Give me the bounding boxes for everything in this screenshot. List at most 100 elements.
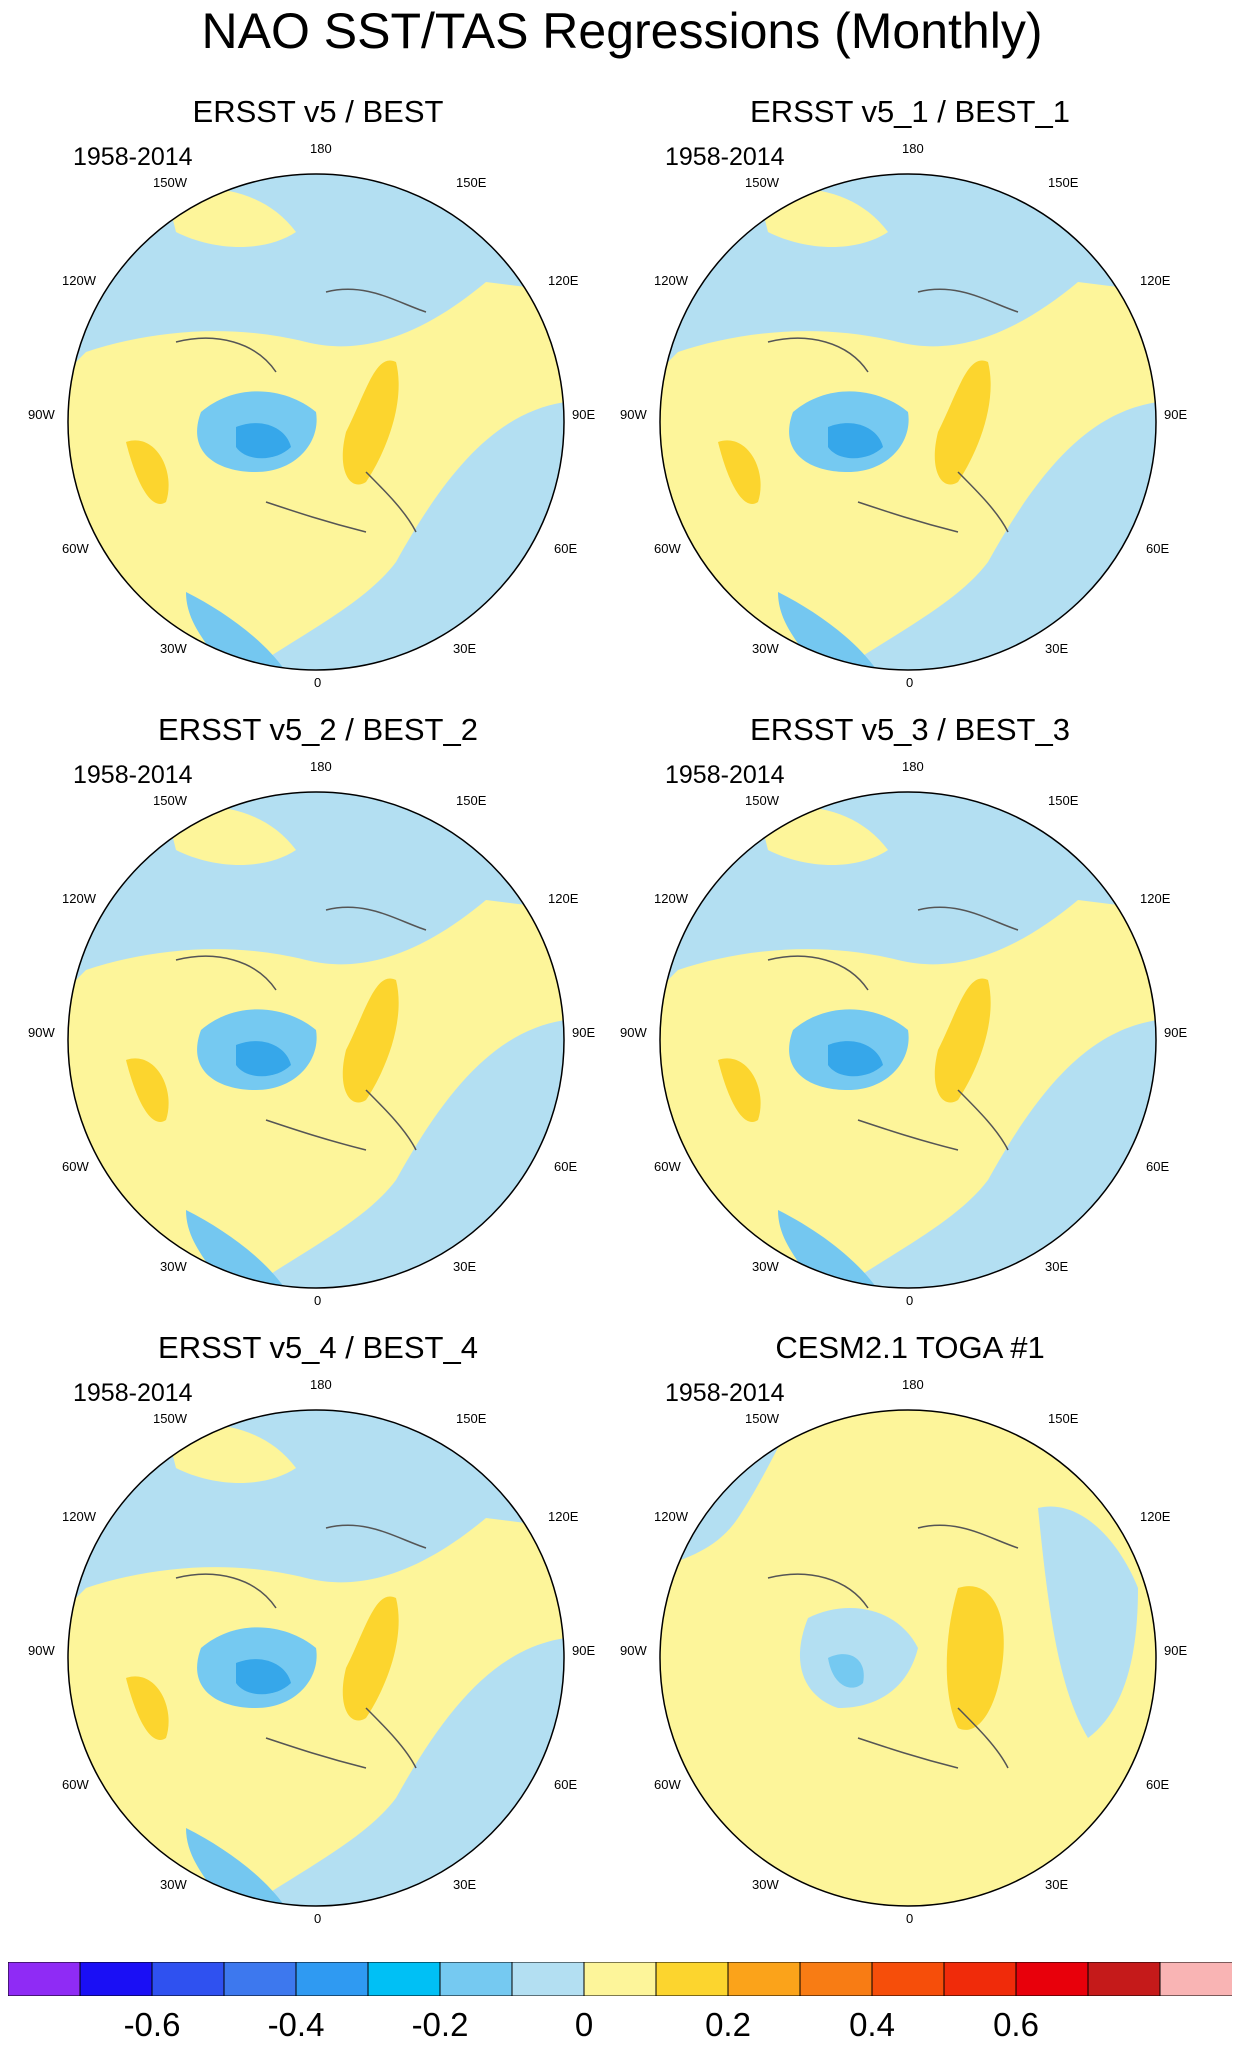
lon-label-150w: 150W <box>745 1411 779 1426</box>
colorbar-tick-label: -0.6 <box>123 2006 181 2043</box>
lon-label-90e: 90E <box>1164 1025 1188 1040</box>
lon-label-120e: 120E <box>548 891 579 906</box>
colorbar <box>8 1962 1232 1996</box>
warm-anomaly-region <box>126 440 169 504</box>
lon-label-30e: 30E <box>1045 1259 1069 1274</box>
warm-anomaly-region <box>934 978 991 1103</box>
lon-label-60e: 60E <box>554 541 578 556</box>
lon-label-120e: 120E <box>1140 891 1171 906</box>
lon-label-150e: 150E <box>1048 1411 1079 1426</box>
lon-label-0: 0 <box>314 675 322 690</box>
warm-anomaly-region <box>342 978 399 1103</box>
panel-title: ERSST v5_1 / BEST_1 <box>750 94 1070 129</box>
lon-label-0: 0 <box>906 1911 914 1926</box>
lon-label-30w: 30W <box>160 1877 187 1892</box>
coastline <box>767 288 1019 533</box>
map-panel-5: ERSST v5_4 / BEST_4 1958-2014 180 150W 1… <box>28 1328 598 1928</box>
colorbar-segment <box>871 1962 945 1996</box>
map-border <box>659 173 1157 671</box>
panel-title: ERSST v5_2 / BEST_2 <box>158 712 478 747</box>
lon-label-150e: 150E <box>456 1411 487 1426</box>
warm-anomaly-region <box>934 360 991 485</box>
colorbar-tick-label: 0.2 <box>705 2006 751 2043</box>
lon-label-60e: 60E <box>1146 1159 1170 1174</box>
positive-anomaly-region <box>68 1518 564 1906</box>
colorbar-segment <box>727 1962 801 1996</box>
warm-anomaly-region <box>946 1586 1004 1730</box>
lon-label-0: 0 <box>906 675 914 690</box>
colorbar-segment <box>1015 1962 1089 1996</box>
lon-label-150e: 150E <box>456 175 487 190</box>
map-border <box>67 791 565 1289</box>
lon-label-30w: 30W <box>160 1259 187 1274</box>
panel-title: ERSST v5_4 / BEST_4 <box>158 1330 478 1365</box>
panel-title: ERSST v5 / BEST <box>192 94 444 129</box>
warm-anomaly-region <box>126 1676 169 1740</box>
lon-label-90w: 90W <box>620 407 647 422</box>
negative-anomaly-region <box>236 1659 291 1695</box>
lon-label-120w: 120W <box>62 891 96 906</box>
lon-label-120e: 120E <box>548 273 579 288</box>
map-border <box>67 1409 565 1907</box>
coastline <box>175 288 427 533</box>
positive-anomaly-region <box>68 900 564 1288</box>
map-panel-3: ERSST v5_2 / BEST_2 1958-2014 180 150W 1… <box>28 710 598 1310</box>
lon-label-150w: 150W <box>153 175 187 190</box>
lon-label-30e: 30E <box>453 1259 477 1274</box>
panel-period: 1958-2014 <box>665 1379 785 1407</box>
lon-label-60e: 60E <box>554 1777 578 1792</box>
colorbar-tick-label: 0.4 <box>849 2006 895 2043</box>
positive-anomaly-region <box>68 282 564 670</box>
lon-label-180: 180 <box>902 759 924 774</box>
negative-anomaly-region <box>186 1828 286 1906</box>
panel-period: 1958-2014 <box>73 143 193 171</box>
colorbar-segment <box>1159 1962 1232 1996</box>
colorbar-segment <box>295 1962 369 1996</box>
lon-label-60w: 60W <box>654 541 681 556</box>
warm-anomaly-region <box>126 1058 169 1122</box>
lon-label-60w: 60W <box>62 1159 89 1174</box>
lon-label-90w: 90W <box>28 407 55 422</box>
colorbar-segment <box>1087 1962 1161 1996</box>
lon-label-90w: 90W <box>620 1643 647 1658</box>
lon-label-30e: 30E <box>1045 1877 1069 1892</box>
lon-label-120w: 120W <box>654 1509 688 1524</box>
colorbar-tick-label: -0.2 <box>411 2006 469 2043</box>
lon-label-90e: 90E <box>1164 407 1188 422</box>
warm-anomaly-region <box>342 360 399 485</box>
lon-label-150w: 150W <box>153 793 187 808</box>
polar-map <box>67 173 565 671</box>
map-border <box>659 791 1157 1289</box>
lon-label-180: 180 <box>310 1377 332 1392</box>
map-panel-2: ERSST v5_1 / BEST_1 1958-2014 180 150W 1… <box>620 92 1190 692</box>
panel-title: CESM2.1 TOGA #1 <box>775 1330 1045 1365</box>
lon-label-90w: 90W <box>28 1643 55 1658</box>
negative-anomaly-region <box>828 1654 864 1688</box>
lon-label-150e: 150E <box>1048 793 1079 808</box>
positive-anomaly-region <box>660 282 1156 670</box>
lon-label-90w: 90W <box>620 1025 647 1040</box>
panel-period: 1958-2014 <box>73 761 193 789</box>
lon-label-120e: 120E <box>548 1509 579 1524</box>
map-border <box>67 173 565 671</box>
lon-label-150e: 150E <box>456 793 487 808</box>
map-panel-6: CESM2.1 TOGA #1 1958-2014 180 150W 150E … <box>620 1328 1190 1928</box>
negative-anomaly-region <box>778 592 878 670</box>
lon-label-30w: 30W <box>752 1877 779 1892</box>
polar-map <box>659 1409 1157 1907</box>
map-border <box>659 1409 1157 1907</box>
panel-period: 1958-2014 <box>73 1379 193 1407</box>
lon-label-30w: 30W <box>160 641 187 656</box>
negative-anomaly-region <box>186 1210 286 1288</box>
colorbar-segment <box>511 1962 585 1996</box>
lon-label-0: 0 <box>314 1293 322 1308</box>
coastline <box>767 906 1019 1151</box>
lon-label-180: 180 <box>310 759 332 774</box>
colorbar-tick-label: 0.6 <box>993 2006 1039 2043</box>
lon-label-90e: 90E <box>572 1643 596 1658</box>
colorbar-segment <box>439 1962 513 1996</box>
lon-label-30w: 30W <box>752 1259 779 1274</box>
lon-label-0: 0 <box>906 1293 914 1308</box>
lon-label-120e: 120E <box>1140 1509 1171 1524</box>
colorbar-segment <box>8 1962 81 1996</box>
